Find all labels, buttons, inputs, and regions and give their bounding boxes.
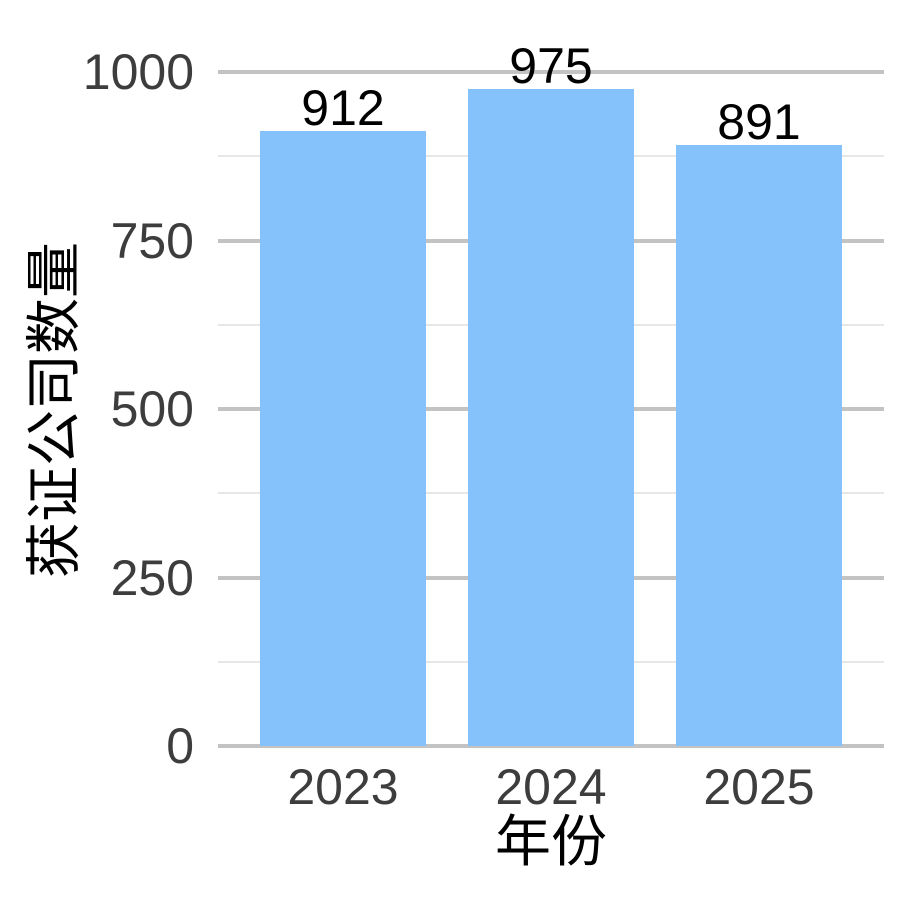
bar-value-label: 891	[717, 94, 801, 151]
y-axis-tick-label: 500	[110, 381, 194, 437]
plot-area	[218, 70, 884, 748]
y-axis-tick-label: 0	[166, 718, 194, 774]
bar-2024	[468, 88, 634, 746]
y-axis-tick-label: 1000	[82, 44, 194, 100]
bar-value-label: 912	[301, 80, 385, 137]
x-axis-tick-label: 2023	[287, 759, 399, 815]
bar-2025	[676, 145, 842, 746]
gridline-major	[218, 744, 884, 748]
bar-2023	[260, 131, 426, 746]
y-axis-tick-label: 250	[110, 549, 194, 606]
bar-value-label: 975	[509, 37, 593, 94]
x-axis-tick-label: 2025	[703, 759, 815, 815]
y-axis-tick-label: 750	[110, 212, 194, 269]
x-axis-tick-label: 2024	[495, 759, 607, 815]
gridline-major	[218, 70, 884, 74]
x-axis-title: 年份	[495, 810, 607, 873]
